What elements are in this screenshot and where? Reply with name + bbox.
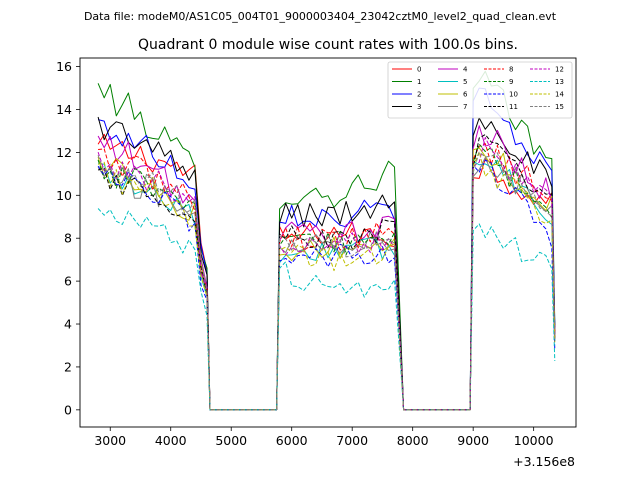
- series-line-9: [97, 143, 556, 411]
- legend-label-5: 5: [463, 78, 467, 86]
- series-line-10: [97, 159, 556, 411]
- series-line-13: [97, 208, 556, 411]
- x-tick-label: 9000: [457, 433, 489, 448]
- x-axis: 3000 4000 5000 6000 7000 8000 9000 10000: [94, 427, 554, 448]
- chart-suptitle: Data file: modeM0/AS1C05_004T01_90000034…: [84, 10, 557, 23]
- plot-series: [97, 70, 556, 411]
- x-tick-label: 3000: [94, 433, 126, 448]
- y-tick-label: 16: [56, 59, 72, 74]
- legend-label-4: 4: [463, 66, 468, 74]
- legend-label-13: 13: [555, 78, 564, 86]
- x-tick-label: 8000: [397, 433, 429, 448]
- y-tick-label: 2: [64, 359, 72, 374]
- legend-label-6: 6: [463, 91, 468, 99]
- legend-label-10: 10: [509, 91, 518, 99]
- x-tick-label: 7000: [336, 433, 368, 448]
- legend-label-11: 11: [509, 103, 518, 111]
- series-line-14: [97, 151, 556, 411]
- x-tick-label: 5000: [215, 433, 247, 448]
- series-line-5: [98, 159, 556, 411]
- y-tick-label: 10: [56, 188, 72, 203]
- legend-label-12: 12: [555, 66, 564, 74]
- legend-frame: [387, 61, 573, 119]
- y-tick-label: 8: [64, 231, 72, 246]
- legend-label-2: 2: [417, 91, 421, 99]
- y-tick-label: 6: [64, 274, 72, 289]
- legend-label-8: 8: [509, 66, 513, 74]
- series-line-11: [97, 134, 556, 411]
- legend-label-14: 14: [555, 91, 564, 99]
- legend-label-7: 7: [463, 103, 467, 111]
- y-tick-label: 4: [64, 317, 72, 332]
- y-tick-label: 12: [56, 145, 72, 160]
- chart-title: Quadrant 0 module wise count rates with …: [138, 37, 518, 53]
- series-line-1: [97, 70, 556, 411]
- y-axis: 0 2 4 6 8 10 12 14 16: [56, 59, 80, 417]
- x-tick-label: 6000: [276, 433, 308, 448]
- x-offset-label: +3.156e8: [513, 454, 575, 469]
- series-line-6: [97, 147, 556, 411]
- legend-label-3: 3: [417, 103, 421, 111]
- legend-label-1: 1: [417, 78, 421, 86]
- x-tick-label: 10000: [514, 433, 554, 448]
- series-line-4: [97, 125, 556, 411]
- series-line-3: [97, 116, 556, 411]
- series-line-7: [97, 157, 556, 411]
- legend-label-9: 9: [509, 78, 513, 86]
- series-line-15: [97, 151, 556, 411]
- x-tick-label: 4000: [155, 433, 187, 448]
- y-tick-label: 14: [56, 102, 72, 117]
- legend-label-15: 15: [555, 103, 564, 111]
- plot-frame: [79, 57, 577, 428]
- series-line-8: [98, 143, 556, 411]
- y-tick-label: 0: [64, 402, 72, 417]
- legend-label-0: 0: [417, 66, 421, 74]
